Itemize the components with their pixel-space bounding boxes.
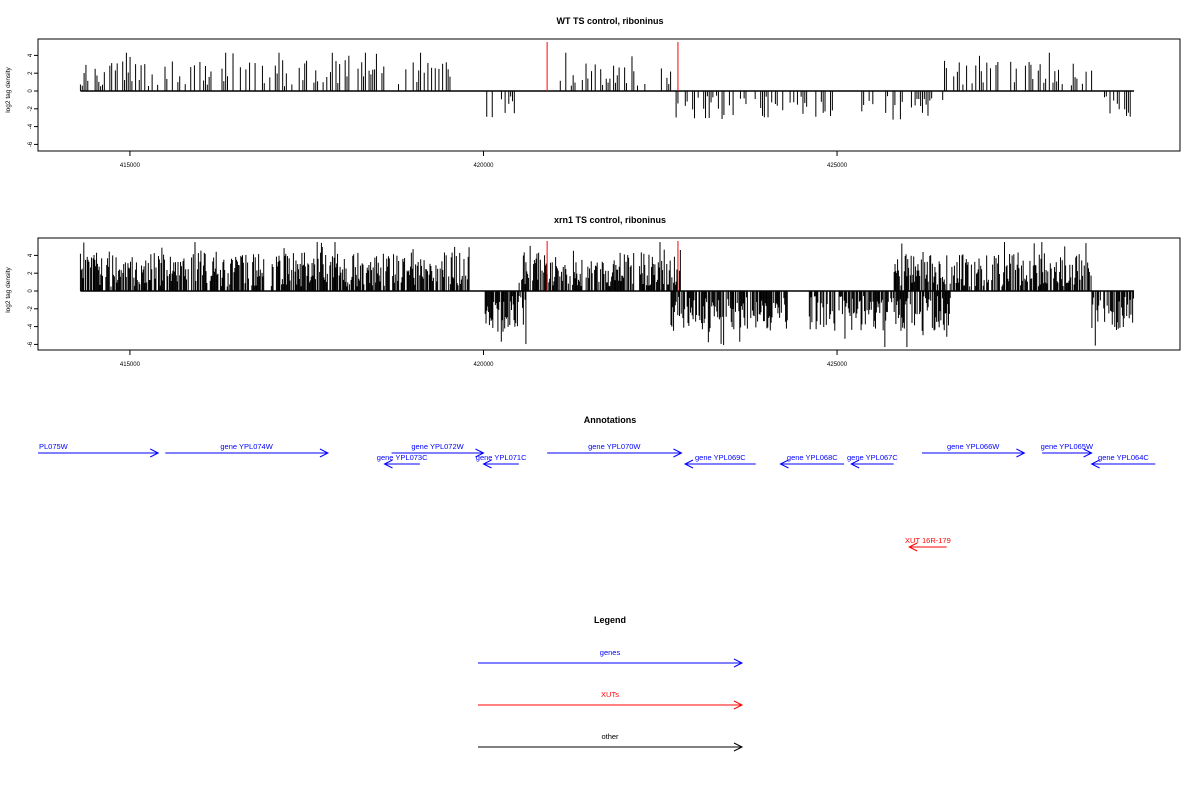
gene-label: gene YPL070W	[588, 442, 641, 451]
y-tick-label: 2	[28, 71, 34, 75]
gene-arrow	[391, 448, 485, 458]
legend-title: Legend	[594, 615, 626, 625]
y-tick-label: 0	[28, 289, 34, 293]
legend-arrow	[478, 658, 744, 668]
wt-track-bars	[79, 52, 1135, 120]
y-tick-label: -2	[28, 305, 34, 311]
y-tick-label: -6	[28, 341, 34, 347]
legend-panel: Legend genes XUTs other	[478, 615, 744, 752]
x-tick-label: 425000	[827, 163, 848, 169]
gene-label: gene YPL073C	[377, 453, 428, 462]
wt-track-title: WT TS control, riboninus	[557, 16, 664, 26]
wt-track-markers	[546, 42, 679, 91]
y-tick-label: -2	[28, 105, 34, 111]
wt-track-axes: -6 -4 -2 0 2 4 415000 420000 425000	[28, 53, 848, 169]
y-tick-label: 4	[28, 253, 34, 257]
gene-label: PL075W	[39, 442, 69, 451]
xut-label: XUT 16R-179	[905, 536, 951, 545]
y-tick-label: 0	[28, 89, 34, 93]
gene-label: gene YPL065W	[1041, 442, 1094, 451]
xrn1-track-ylabel: log2 tag density	[5, 266, 12, 312]
legend-arrow	[478, 700, 744, 710]
gene-arrow	[1042, 448, 1093, 458]
xrn1-track-title: xrn1 TS control, riboninus	[554, 215, 666, 225]
gene-arrow	[683, 459, 756, 469]
y-tick-label: 4	[28, 53, 34, 57]
legend-label: XUTs	[601, 690, 619, 699]
annotations-panel: Annotations PL075W gene YPL074W gene YPL07…	[38, 415, 1156, 552]
gene-arrow	[921, 448, 1026, 458]
wt-track-panel: WT TS control, riboninus log2 tag densit…	[5, 16, 1181, 169]
legend-items: genes XUTs other	[478, 648, 744, 752]
wt-track-frame	[37, 38, 1181, 152]
gene-label: gene YPL074W	[220, 442, 273, 451]
gene-arrow	[850, 459, 894, 469]
xut-arrow	[908, 542, 947, 552]
legend-label: genes	[600, 648, 621, 657]
gene-arrow	[38, 448, 160, 458]
legend-label: other	[601, 732, 619, 741]
gene-label: gene YPL069C	[695, 453, 746, 462]
wt-track-ylabel: log2 tag density	[5, 66, 12, 112]
x-tick-label: 415000	[120, 362, 141, 368]
xrn1-track-axes: -6 -4 -2 0 2 4 415000 420000 425000	[28, 253, 848, 368]
y-tick-label: -6	[28, 141, 34, 147]
gene-label: gene YPL072W	[411, 442, 464, 451]
y-tick-label: -4	[28, 323, 34, 329]
xrn1-track-frame	[37, 237, 1181, 351]
y-tick-label: -4	[28, 123, 34, 129]
annotations-title: Annotations	[584, 415, 637, 425]
legend-arrow	[478, 742, 744, 752]
gene-arrow	[165, 448, 330, 458]
xrn1-track-markers	[546, 241, 679, 291]
gene-label: gene YPL068C	[787, 453, 838, 462]
gene-arrow	[1090, 459, 1156, 469]
gene-label: gene YPL064C	[1098, 453, 1149, 462]
x-tick-label: 420000	[473, 362, 494, 368]
xrn1-track-panel: xrn1 TS control, riboninus log2 tag dens…	[5, 215, 1181, 368]
x-tick-label: 425000	[827, 362, 848, 368]
gene-label: gene YPL066W	[947, 442, 1000, 451]
gene-arrow	[779, 459, 845, 469]
gene-arrow	[482, 459, 519, 469]
x-tick-label: 415000	[120, 163, 141, 169]
annotation-features: PL075W gene YPL074W gene YPL073C gene YPL07…	[38, 442, 1156, 552]
gene-label: gene YPL071C	[476, 453, 527, 462]
gene-arrow	[383, 459, 420, 469]
gene-label: gene YPL067C	[847, 453, 898, 462]
y-tick-label: 2	[28, 271, 34, 275]
xrn1-track-bars	[79, 242, 1135, 348]
x-tick-label: 420000	[473, 163, 494, 169]
gene-arrow	[547, 448, 683, 458]
